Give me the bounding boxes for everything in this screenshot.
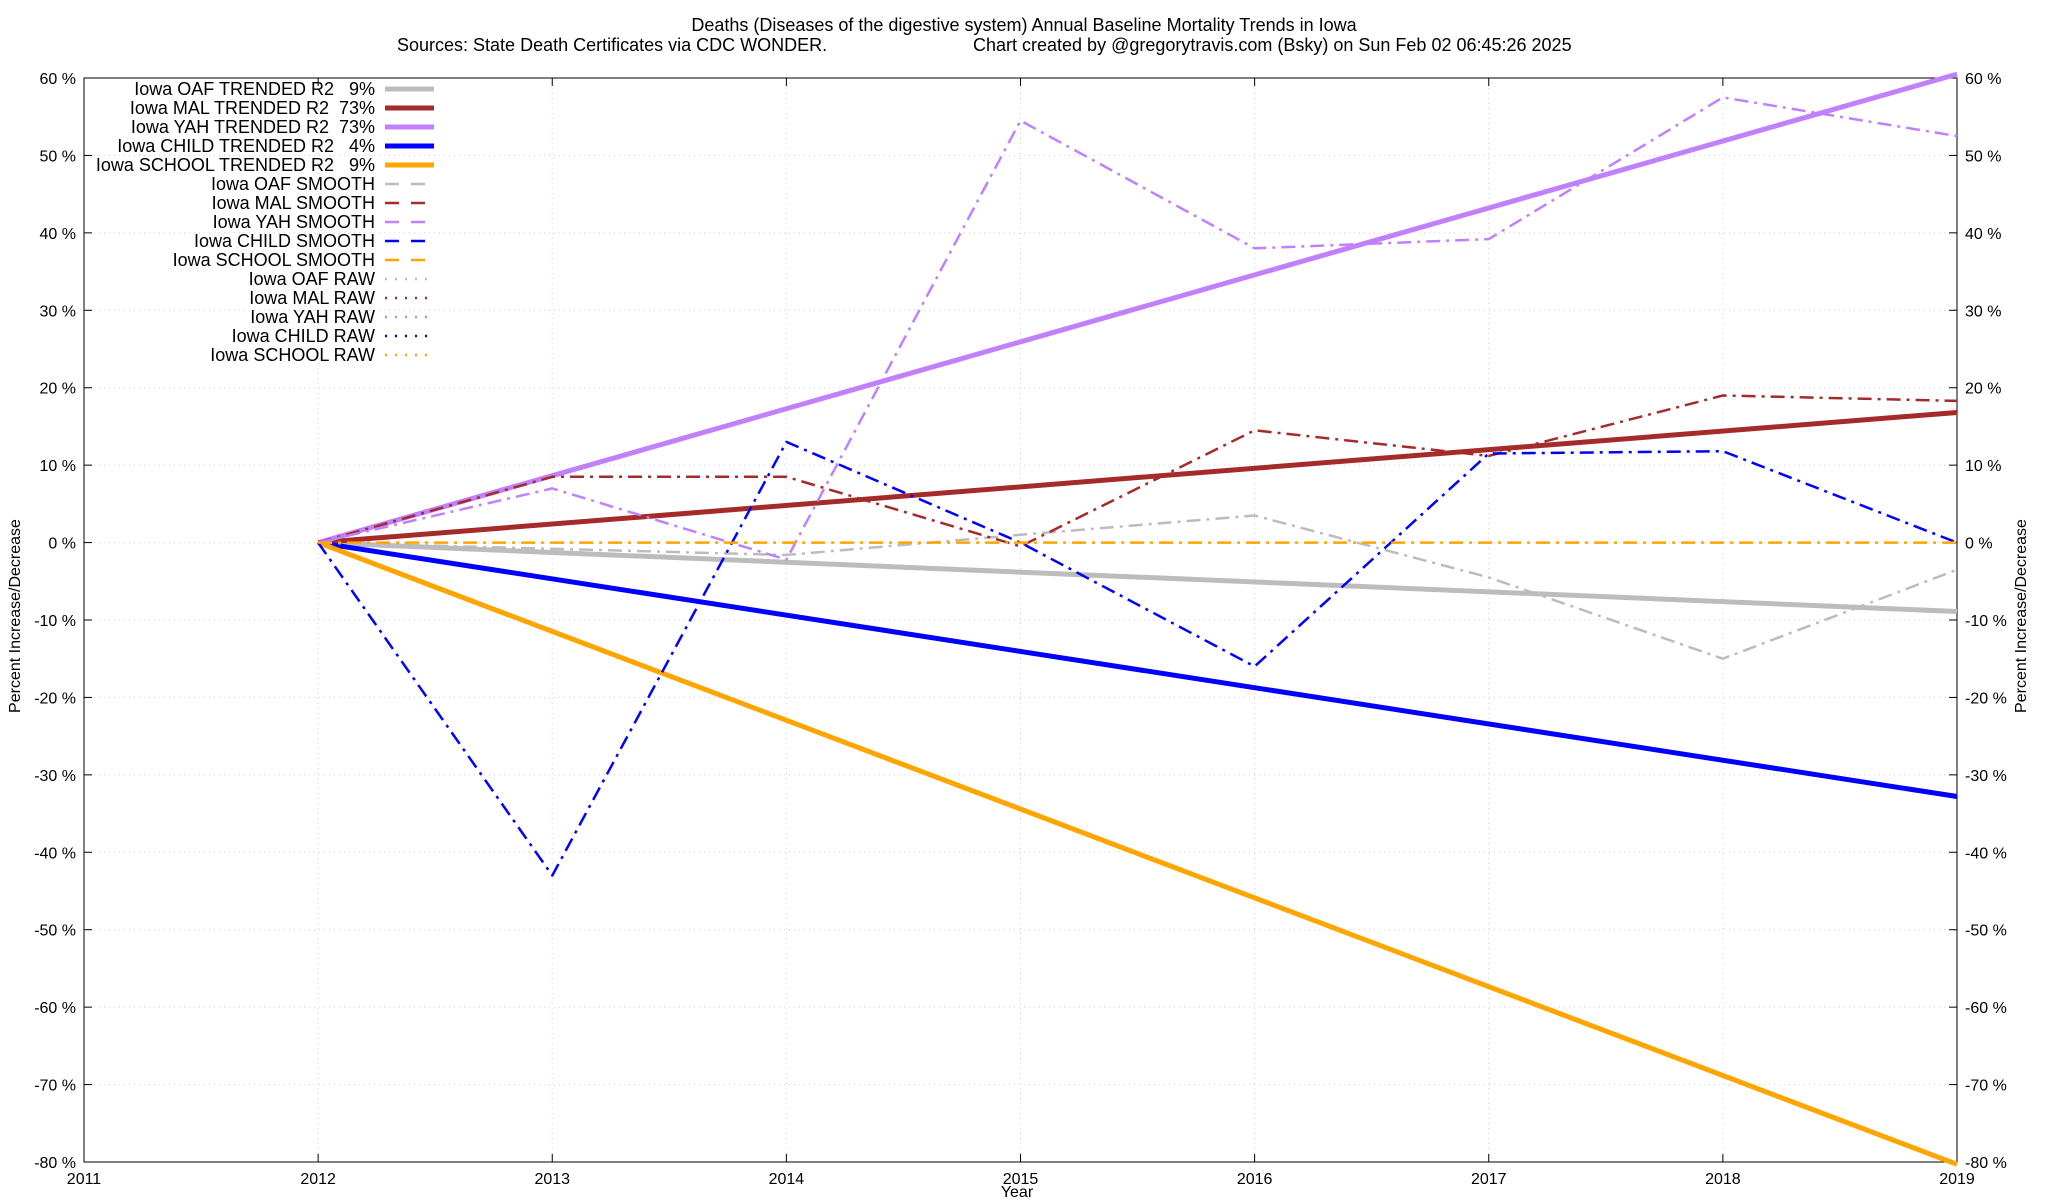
legend-label: Iowa OAF RAW xyxy=(249,269,375,289)
y-axis-ticks: 60 % 60 % 50 % 50 % 40 % 40 % 30 % 30 % 20 % 20 %… xyxy=(34,71,2007,1172)
y-tick-label-right: -60 % xyxy=(1965,1000,2007,1017)
series-line-iowa-oaf-trended-r2-9 xyxy=(317,540,1958,614)
y-tick-label-right: 40 % xyxy=(1965,226,2001,243)
legend-label: Iowa OAF SMOOTH xyxy=(211,174,375,194)
x-tick-label: 2011 xyxy=(67,1171,102,1188)
x-axis-label: Year xyxy=(1001,1184,1034,1200)
y-tick-label-right: -30 % xyxy=(1965,768,2007,785)
y-tick-label-left: -30 % xyxy=(34,768,76,785)
y-tick-label-left: 50 % xyxy=(40,148,76,165)
series-line-iowa-child-smooth xyxy=(317,440,1958,877)
x-tick-label: 2012 xyxy=(300,1171,336,1188)
x-tick-label: 2013 xyxy=(534,1171,570,1188)
series-line-iowa-child-trended-r2-4 xyxy=(317,540,1958,799)
series-line-iowa-oaf-smooth xyxy=(318,514,1958,660)
legend-label: Iowa SCHOOL SMOOTH xyxy=(173,250,375,270)
y-tick-label-right: -10 % xyxy=(1965,613,2007,630)
series-line-iowa-yah-trended-r2-73 xyxy=(317,71,1958,546)
legend-label: Iowa YAH TRENDED R2 73% xyxy=(131,117,375,137)
legend-label: Iowa SCHOOL TRENDED R2 9% xyxy=(96,155,375,175)
x-tick-label: 2015 xyxy=(1003,1171,1039,1188)
y-tick-label-right: 50 % xyxy=(1965,148,2001,165)
series-line-iowa-school-trended-r2-9 xyxy=(317,540,1958,1167)
y-tick-label-left: -80 % xyxy=(34,1155,76,1172)
y-tick-label-right: 10 % xyxy=(1965,458,2001,475)
legend-label: Iowa YAH SMOOTH xyxy=(213,212,375,232)
y-tick-label-right: -70 % xyxy=(1965,1078,2007,1095)
y-tick-label-left: 10 % xyxy=(40,458,76,475)
chart-subtitle-credit: Chart created by @gregorytravis.com (Bsk… xyxy=(973,35,1572,55)
x-axis-ticks: 2011 2012 2013 2014 2015 2016 2017 2018 2019 xyxy=(67,78,1975,1188)
legend-label: Iowa MAL SMOOTH xyxy=(212,193,375,213)
legend-label: Iowa CHILD SMOOTH xyxy=(194,231,375,251)
series-lines xyxy=(317,71,1958,1167)
x-tick-label: 2014 xyxy=(769,1171,805,1188)
legend-label: Iowa CHILD RAW xyxy=(232,326,375,346)
y-tick-label-right: 0 % xyxy=(1965,536,1993,553)
legend-label: Iowa YAH RAW xyxy=(250,307,375,327)
y-tick-label-left: 60 % xyxy=(40,71,76,88)
legend-label: Iowa OAF TRENDED R2 9% xyxy=(134,79,375,99)
y-tick-label-left: -50 % xyxy=(34,923,76,940)
y-tick-label-left: 40 % xyxy=(40,226,76,243)
y-tick-label-right: -40 % xyxy=(1965,845,2007,862)
y-tick-label-right: -80 % xyxy=(1965,1155,2007,1172)
y-tick-label-left: -70 % xyxy=(34,1078,76,1095)
y-tick-label-right: -50 % xyxy=(1965,923,2007,940)
x-tick-label: 2016 xyxy=(1237,1171,1273,1188)
series-line-iowa-mal-trended-r2-73 xyxy=(317,410,1958,546)
x-tick-label: 2019 xyxy=(1939,1171,1975,1188)
chart-subtitle-source: Sources: State Death Certificates via CD… xyxy=(397,35,827,55)
legend-label: Iowa MAL TRENDED R2 73% xyxy=(130,98,375,118)
legend-label: Iowa SCHOOL RAW xyxy=(210,345,375,365)
y-axis-label-left: Percent Increase/Decrease xyxy=(7,519,24,713)
y-tick-label-right: 20 % xyxy=(1965,381,2001,398)
y-tick-label-left: -40 % xyxy=(34,845,76,862)
y-tick-label-right: 60 % xyxy=(1965,71,2001,88)
series-line-iowa-mal-smooth xyxy=(317,394,1958,548)
x-tick-label: 2018 xyxy=(1705,1171,1741,1188)
y-tick-label-right: -20 % xyxy=(1965,690,2007,707)
legend-label: Iowa MAL RAW xyxy=(249,288,375,308)
y-tick-label-right: 30 % xyxy=(1965,303,2001,320)
y-tick-label-left: 0 % xyxy=(48,536,76,553)
y-tick-label-left: -10 % xyxy=(34,613,76,630)
y-tick-label-left: -60 % xyxy=(34,1000,76,1017)
legend: Iowa OAF TRENDED R2 9%Iowa MAL TRENDED R… xyxy=(96,79,434,365)
legend-label: Iowa CHILD TRENDED R2 4% xyxy=(117,136,375,156)
series-line-iowa-yah-smooth xyxy=(317,96,1958,561)
y-tick-label-left: 20 % xyxy=(40,381,76,398)
y-axis-label-right: Percent Increase/Decrease xyxy=(2013,519,2030,713)
y-tick-label-left: -20 % xyxy=(34,690,76,707)
x-tick-label: 2017 xyxy=(1471,1171,1507,1188)
chart-title: Deaths (Diseases of the digestive system… xyxy=(691,15,1357,35)
y-tick-label-left: 30 % xyxy=(40,303,76,320)
